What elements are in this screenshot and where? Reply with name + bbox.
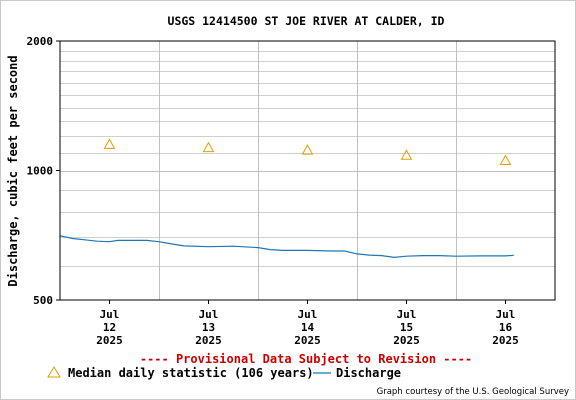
x-tick-day: 12 <box>103 321 116 334</box>
x-tick-year: 2025 <box>96 334 123 347</box>
x-tick-day: 15 <box>400 321 413 334</box>
legend-median-label: Median daily statistic (106 years) <box>68 366 314 380</box>
y-tick-label: 500 <box>33 294 53 307</box>
x-tick-month: Jul <box>298 308 318 321</box>
x-tick-labels: Jul122025Jul132025Jul142025Jul152025Jul1… <box>96 300 519 347</box>
x-tick-day: 13 <box>202 321 215 334</box>
grid-layer <box>60 41 555 300</box>
x-tick-month: Jul <box>100 308 120 321</box>
y-tick-labels: 500 1000 2000 <box>27 35 60 307</box>
median-triangle-marker <box>499 154 512 165</box>
usgs-credit: Graph courtesy of the U.S. Geological Su… <box>377 387 569 397</box>
provisional-notice: ---- Provisional Data Subject to Revisio… <box>140 352 472 366</box>
y-tick-label: 1000 <box>27 165 54 178</box>
legend-median-triangle-icon <box>47 366 61 378</box>
x-tick-year: 2025 <box>294 334 321 347</box>
legend: Median daily statistic (106 years) Disch… <box>47 366 401 380</box>
x-tick-month: Jul <box>397 308 417 321</box>
median-triangle-marker <box>103 138 116 149</box>
y-axis-label: Discharge, cubic feet per second <box>6 55 20 286</box>
x-tick-year: 2025 <box>492 334 519 347</box>
y-tick-label: 2000 <box>27 35 54 48</box>
chart-title: USGS 12414500 ST JOE RIVER AT CALDER, ID <box>168 14 445 28</box>
x-tick-month: Jul <box>496 308 516 321</box>
plot-border <box>59 40 556 301</box>
median-triangle-marker <box>202 141 215 153</box>
x-tick-day: 16 <box>499 321 513 334</box>
x-tick-year: 2025 <box>393 334 420 347</box>
median-triangle-marker <box>400 149 413 160</box>
median-triangle-marker <box>301 144 314 155</box>
x-tick-day: 14 <box>301 321 315 334</box>
series-layer <box>59 138 514 259</box>
x-tick-month: Jul <box>199 308 219 321</box>
discharge-series-line <box>59 235 514 259</box>
legend-discharge-label: Discharge <box>336 366 401 380</box>
x-tick-year: 2025 <box>195 334 222 347</box>
